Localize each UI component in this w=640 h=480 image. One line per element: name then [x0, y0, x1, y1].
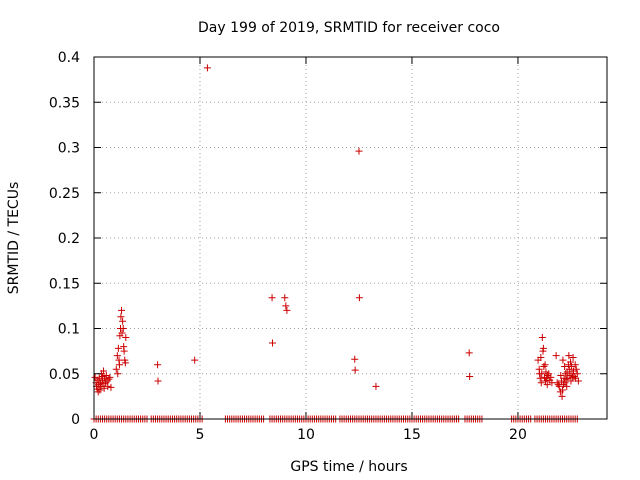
data-point [567, 358, 575, 366]
x-tick-label: 0 [90, 427, 99, 443]
data-point [122, 334, 130, 342]
data-point [559, 356, 567, 364]
x-axis-label: GPS time / hours [290, 459, 407, 475]
data-point [536, 374, 544, 382]
data-point [281, 294, 289, 302]
data-point [203, 64, 211, 72]
y-tick-label: 0.25 [49, 186, 80, 202]
x-tick-label: 5 [196, 427, 205, 443]
y-tick-label: 0.05 [49, 367, 80, 383]
data-point [154, 361, 162, 369]
data-point [119, 325, 127, 332]
data-point [567, 363, 575, 371]
data-point [283, 306, 291, 314]
data-point [268, 294, 276, 302]
data-point [355, 294, 363, 302]
data-point [191, 356, 199, 364]
data-point [96, 386, 104, 394]
data-point [565, 352, 573, 360]
data-point [105, 375, 113, 383]
data-point [120, 347, 128, 355]
data-point [543, 381, 551, 389]
data-point [552, 352, 560, 360]
data-point [100, 367, 108, 375]
data-point [540, 363, 548, 371]
data-point [113, 352, 121, 360]
x-tick-label: 20 [509, 427, 527, 443]
data-point [107, 383, 115, 391]
data-point [106, 373, 114, 381]
data-point [561, 363, 569, 371]
data-point [562, 375, 570, 383]
data-point [553, 379, 561, 387]
data-point [563, 382, 571, 390]
data-point [118, 329, 126, 337]
data-point [351, 366, 359, 374]
data-point [282, 302, 290, 310]
y-axis-label: SRMTID / TECUs [6, 182, 22, 295]
data-point [567, 377, 575, 385]
data-point [102, 372, 110, 380]
y-tick-label: 0.35 [49, 95, 80, 111]
data-point [121, 359, 129, 367]
data-markers [90, 64, 582, 423]
data-point [115, 361, 123, 369]
axis-ticks: 0 5 10 15 20 0 0.05 0.1 0.15 0.2 0.25 0.3 0.35 0.4 [49, 50, 607, 443]
data-point [569, 353, 577, 361]
data-point [351, 355, 359, 363]
data-point [118, 306, 126, 314]
y-tick-label: 0.2 [58, 231, 80, 247]
data-point [154, 377, 162, 385]
data-point [558, 392, 566, 400]
y-tick-label: 0.1 [58, 322, 80, 338]
data-point [112, 365, 120, 373]
data-point [572, 365, 580, 373]
data-point [573, 370, 581, 378]
data-point [547, 373, 555, 381]
data-point [100, 384, 108, 392]
data-point [103, 377, 111, 385]
y-tick-label: 0 [71, 412, 80, 428]
data-point [555, 382, 563, 390]
data-point [574, 377, 582, 385]
x-tick-label: 10 [297, 427, 315, 443]
data-point [104, 382, 112, 390]
data-point [541, 361, 549, 369]
data-point [537, 379, 545, 387]
data-point [544, 372, 552, 380]
data-point [539, 344, 547, 352]
data-point [466, 372, 474, 380]
y-tick-label: 0.4 [58, 50, 80, 66]
data-point [119, 317, 127, 325]
y-tick-label: 0.3 [58, 141, 80, 157]
data-point [537, 353, 545, 361]
data-point [114, 344, 122, 352]
data-point [355, 147, 363, 155]
data-point [571, 361, 579, 369]
data-point [114, 370, 122, 378]
data-point [558, 386, 566, 394]
grid-lines [94, 57, 607, 419]
data-point [102, 379, 110, 387]
y-tick-label: 0.15 [49, 276, 80, 292]
chart-title: Day 199 of 2019, SRMTID for receiver coc… [198, 20, 500, 36]
data-point [117, 313, 125, 321]
data-point [268, 339, 276, 347]
data-point [562, 370, 570, 378]
data-point [560, 381, 568, 389]
data-point [372, 382, 380, 390]
data-point [569, 373, 577, 381]
data-point [538, 370, 546, 378]
data-point [538, 334, 546, 342]
x-tick-label: 15 [403, 427, 421, 443]
data-point [561, 379, 569, 387]
data-point [545, 370, 553, 378]
data-point [465, 349, 473, 357]
data-point [94, 388, 102, 396]
